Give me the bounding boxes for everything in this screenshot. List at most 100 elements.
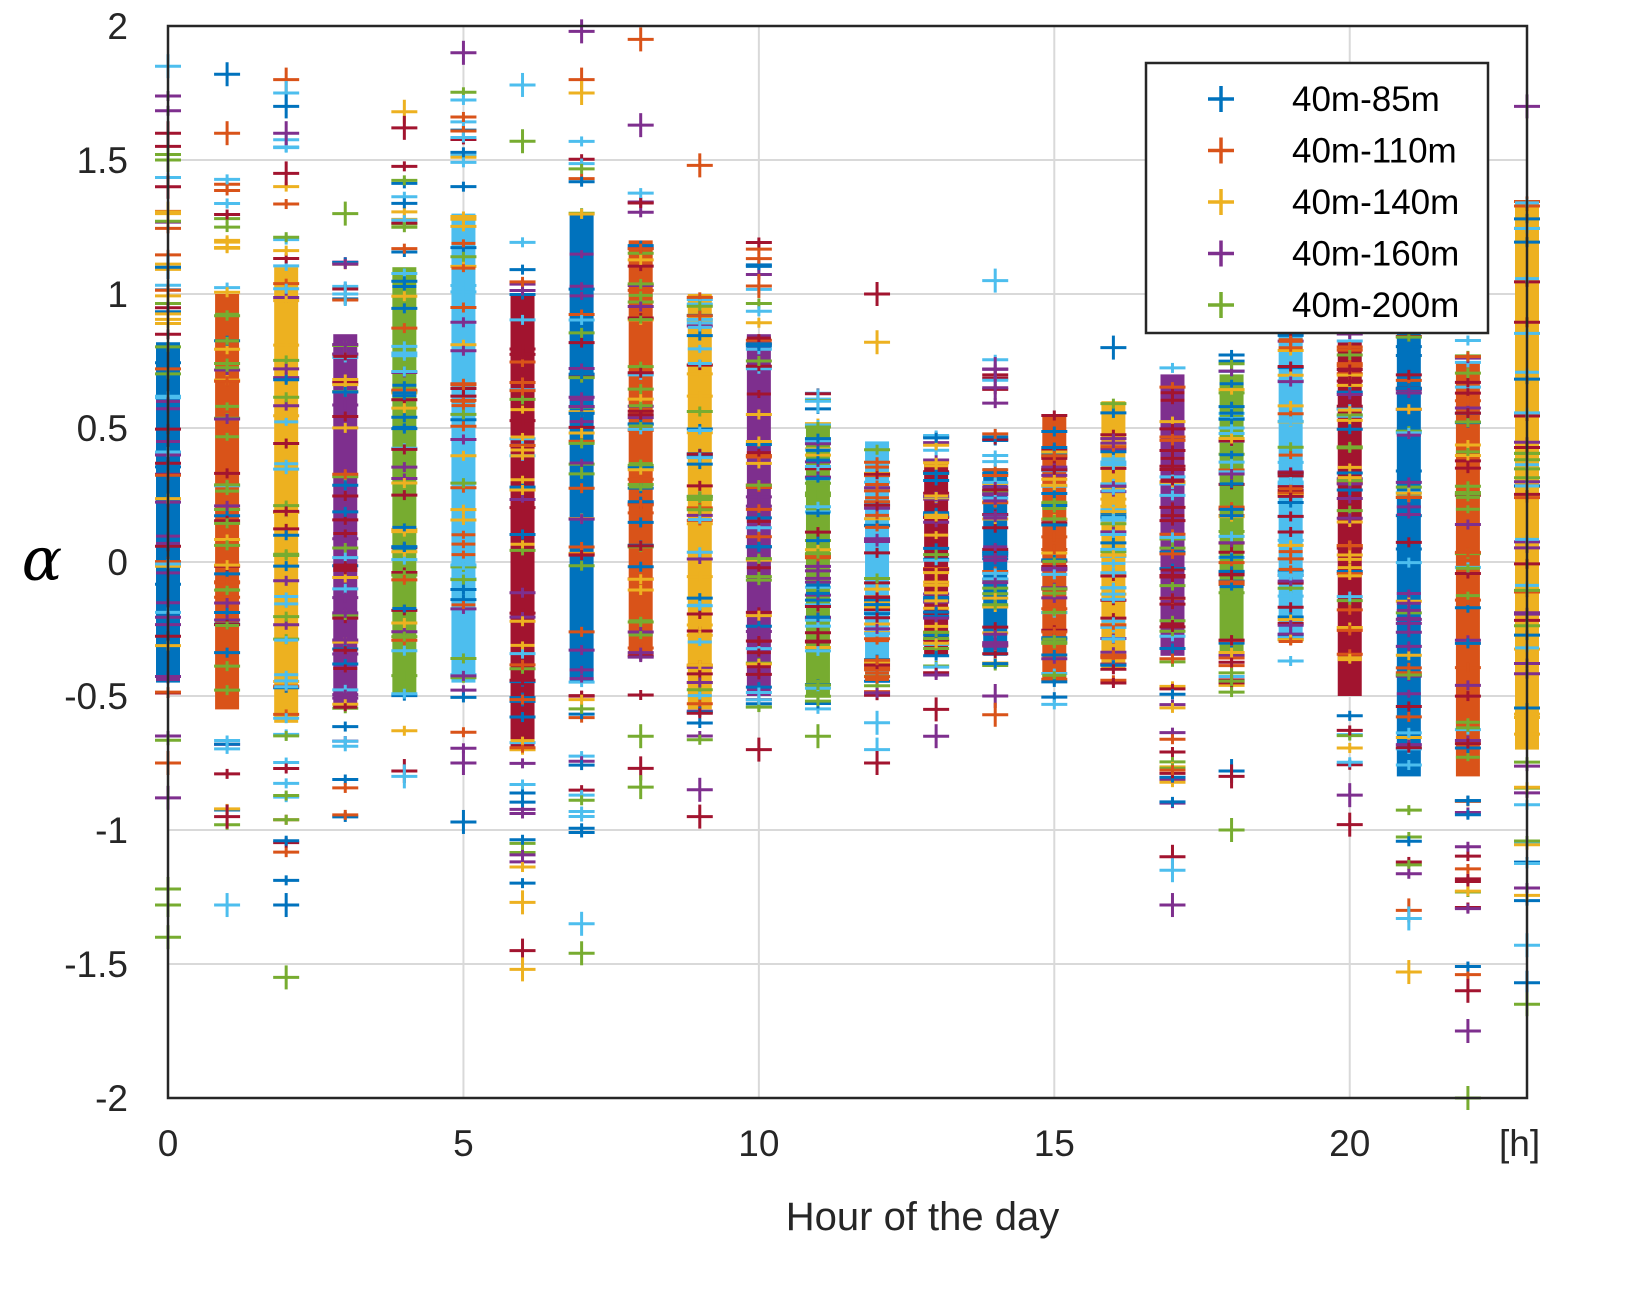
data-marker xyxy=(1042,504,1067,513)
data-marker xyxy=(745,626,772,637)
outlier-marker xyxy=(509,72,536,97)
data-marker xyxy=(509,675,536,686)
data-marker xyxy=(746,448,771,457)
outlier-marker xyxy=(568,941,595,966)
data-marker xyxy=(1278,451,1303,460)
data-marker xyxy=(1336,742,1363,753)
data-marker xyxy=(450,251,477,262)
data-marker xyxy=(273,611,300,622)
data-marker xyxy=(332,259,359,270)
data-marker xyxy=(1396,614,1421,623)
data-marker xyxy=(864,573,891,584)
outlier-marker xyxy=(1454,1019,1481,1043)
data-marker xyxy=(215,336,240,345)
data-marker xyxy=(332,411,359,422)
data-marker xyxy=(510,405,535,414)
data-marker xyxy=(627,585,654,596)
data-marker xyxy=(686,660,713,671)
data-marker xyxy=(1042,589,1067,598)
data-marker xyxy=(924,492,949,501)
data-marker xyxy=(214,540,241,551)
plus-marker-icon xyxy=(1208,240,1234,267)
plus-marker-icon xyxy=(1208,137,1234,164)
data-marker xyxy=(450,111,477,122)
data-marker xyxy=(686,391,713,402)
data-marker xyxy=(510,446,535,455)
outlier-marker xyxy=(1100,335,1127,360)
data-marker xyxy=(333,566,358,575)
data-marker xyxy=(1396,502,1421,511)
data-marker xyxy=(1042,671,1067,680)
data-marker xyxy=(1454,876,1481,887)
data-marker xyxy=(569,665,594,674)
data-marker xyxy=(745,694,772,705)
data-marker xyxy=(1395,350,1422,361)
data-marker xyxy=(1277,620,1304,631)
outlier-marker xyxy=(1159,893,1186,918)
data-marker xyxy=(627,517,654,528)
data-marker xyxy=(569,250,594,259)
data-marker xyxy=(273,438,300,449)
data-marker xyxy=(804,627,831,638)
data-marker xyxy=(745,317,772,328)
data-marker xyxy=(332,469,359,480)
data-marker xyxy=(509,276,536,287)
data-marker xyxy=(865,463,890,472)
data-marker xyxy=(450,147,477,158)
data-marker xyxy=(391,645,418,656)
legend-label: 40m-140m xyxy=(1292,183,1459,222)
data-marker xyxy=(1159,423,1186,434)
data-marker xyxy=(1218,635,1245,646)
outlier-marker xyxy=(864,751,891,775)
data-marker xyxy=(1100,407,1127,418)
outlier-marker xyxy=(214,62,241,87)
data-marker xyxy=(392,391,417,400)
data-marker xyxy=(509,712,536,723)
data-marker xyxy=(451,239,476,248)
data-marker xyxy=(1454,638,1481,649)
outlier-marker xyxy=(273,161,300,186)
data-marker xyxy=(1454,463,1481,474)
data-marker xyxy=(215,487,240,496)
outlier-marker xyxy=(804,724,831,749)
plus-marker-icon xyxy=(1208,189,1234,215)
data-marker xyxy=(628,483,653,492)
data-marker xyxy=(214,287,241,298)
data-marker xyxy=(569,291,594,300)
data-marker xyxy=(1041,531,1068,542)
data-marker xyxy=(1396,606,1421,615)
data-marker xyxy=(509,648,536,659)
data-marker xyxy=(1101,595,1126,604)
data-marker xyxy=(214,768,241,779)
data-marker xyxy=(627,301,654,312)
data-marker xyxy=(450,584,477,595)
data-marker xyxy=(864,623,891,634)
data-marker xyxy=(509,808,536,819)
y-tick-label: 2 xyxy=(107,6,128,47)
data-marker xyxy=(1454,795,1481,806)
data-marker xyxy=(1277,376,1304,387)
data-marker xyxy=(1395,557,1422,568)
data-marker xyxy=(804,488,831,499)
data-marker xyxy=(392,523,417,532)
data-marker xyxy=(686,734,713,745)
data-marker xyxy=(1336,625,1363,636)
data-marker xyxy=(451,397,476,406)
data-marker xyxy=(450,653,477,664)
data-marker xyxy=(214,344,241,355)
outlier-marker xyxy=(923,697,950,722)
outlier-marker xyxy=(332,201,359,226)
data-marker xyxy=(274,592,299,601)
outlier-marker xyxy=(982,702,1009,727)
data-marker xyxy=(1100,567,1127,578)
plus-marker-icon xyxy=(1208,292,1234,318)
data-marker xyxy=(1218,687,1245,698)
data-marker xyxy=(568,694,595,705)
data-marker xyxy=(686,708,713,719)
data-marker xyxy=(745,409,772,420)
data-marker xyxy=(1396,431,1421,440)
data-marker xyxy=(805,581,830,590)
data-marker xyxy=(1159,502,1186,513)
data-marker xyxy=(509,616,536,627)
data-marker xyxy=(450,421,477,432)
